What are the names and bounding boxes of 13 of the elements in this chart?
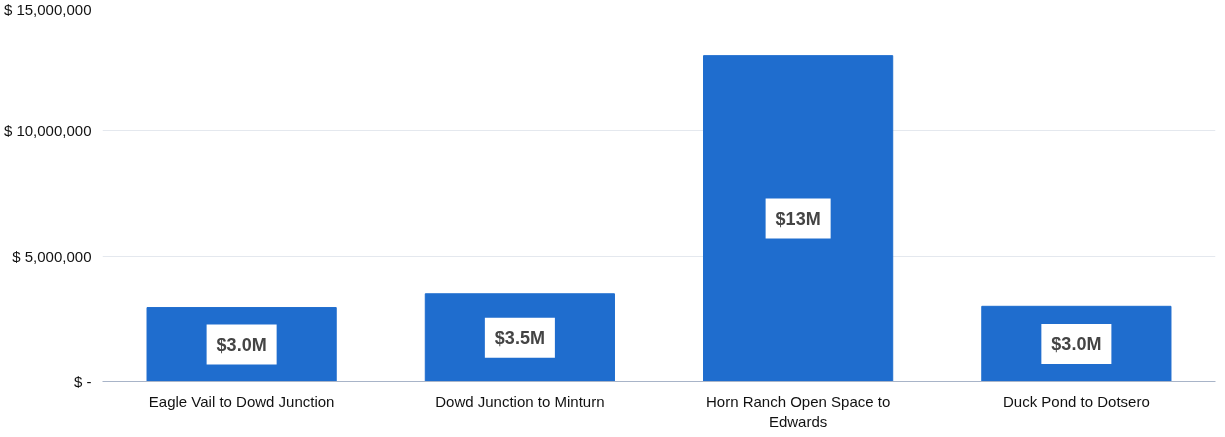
data-label: $3.0M	[216, 334, 267, 355]
data-label: $13M	[775, 208, 821, 229]
y-tick-label: $ -	[74, 373, 92, 390]
x-tick-label: Horn Ranch Open Space to Edwards	[705, 392, 891, 430]
bar	[703, 55, 894, 382]
x-tick-label: Dowd Junction to Minturn	[435, 392, 605, 410]
x-tick-label: Eagle Vail to Dowd Junction	[148, 392, 335, 410]
y-tick-label: $ 10,000,000	[3, 122, 92, 140]
data-label: $3.5M	[494, 327, 545, 348]
data-label: $3.0M	[1051, 333, 1102, 354]
x-tick-label: Duck Pond to Dotsero	[1003, 392, 1150, 410]
y-tick-label: $ 15,000,000	[3, 0, 92, 18]
y-tick-label: $ 5,000,000	[12, 247, 92, 265]
